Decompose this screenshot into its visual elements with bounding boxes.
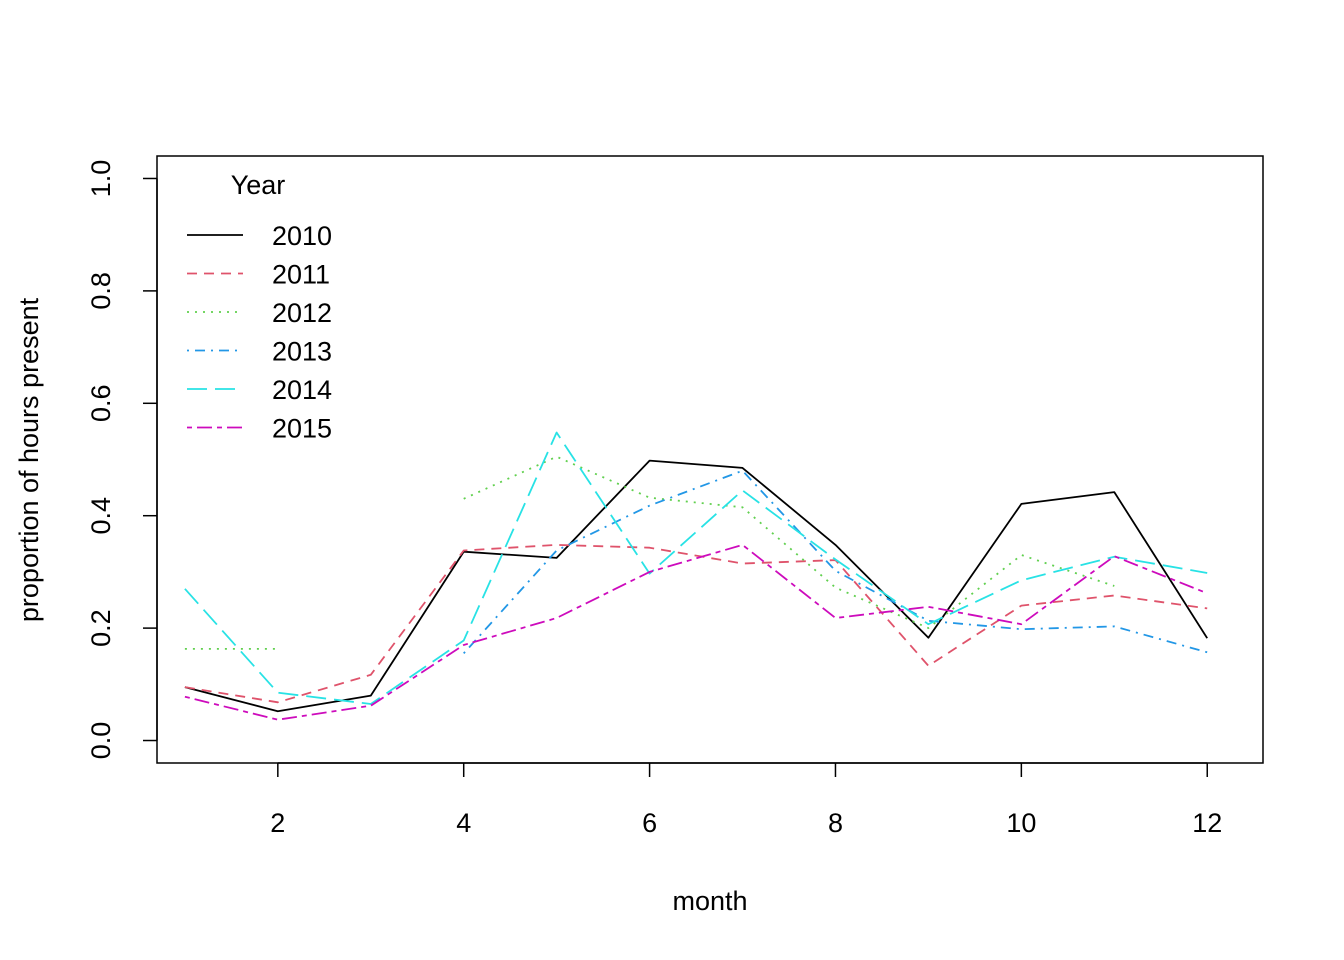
x-tick-label: 2 <box>270 808 285 838</box>
series-line-2014 <box>184 431 1208 705</box>
series-line-2012 <box>463 455 1115 629</box>
y-tick-label: 0.8 <box>86 272 116 310</box>
x-tick-label: 4 <box>456 808 471 838</box>
y-axis: 0.0 0.2 0.4 0.6 0.8 1.0 <box>86 160 158 760</box>
legend-label-2012: 2012 <box>272 298 332 328</box>
y-tick-label: 0.2 <box>86 609 116 647</box>
series-line-2010 <box>184 459 1208 713</box>
legend-label-2011: 2011 <box>272 260 330 290</box>
y-tick-label: 1.0 <box>86 160 116 198</box>
plot-area <box>184 431 1208 721</box>
legend-label-2014: 2014 <box>272 375 332 405</box>
x-tick-label: 12 <box>1192 808 1222 838</box>
x-axis-label: month <box>672 886 747 916</box>
x-tick-label: 8 <box>828 808 843 838</box>
y-tick-label: 0.4 <box>86 497 116 535</box>
y-tick-label: 0.6 <box>86 385 116 423</box>
legend-label-2015: 2015 <box>272 414 332 444</box>
legend: Year 2010 2011 2012 2013 2014 2015 <box>187 170 332 444</box>
legend-label-2010: 2010 <box>272 221 332 251</box>
series-line-2011 <box>184 544 1208 704</box>
y-axis-label: proportion of hours present <box>14 297 44 622</box>
y-tick-label: 0.0 <box>86 722 116 760</box>
x-tick-label: 10 <box>1006 808 1036 838</box>
series-line-2015 <box>184 544 1208 721</box>
legend-label-2013: 2013 <box>272 337 332 367</box>
x-tick-label: 6 <box>642 808 657 838</box>
x-axis: 2 4 6 8 10 12 <box>270 762 1222 838</box>
legend-title: Year <box>231 170 286 200</box>
